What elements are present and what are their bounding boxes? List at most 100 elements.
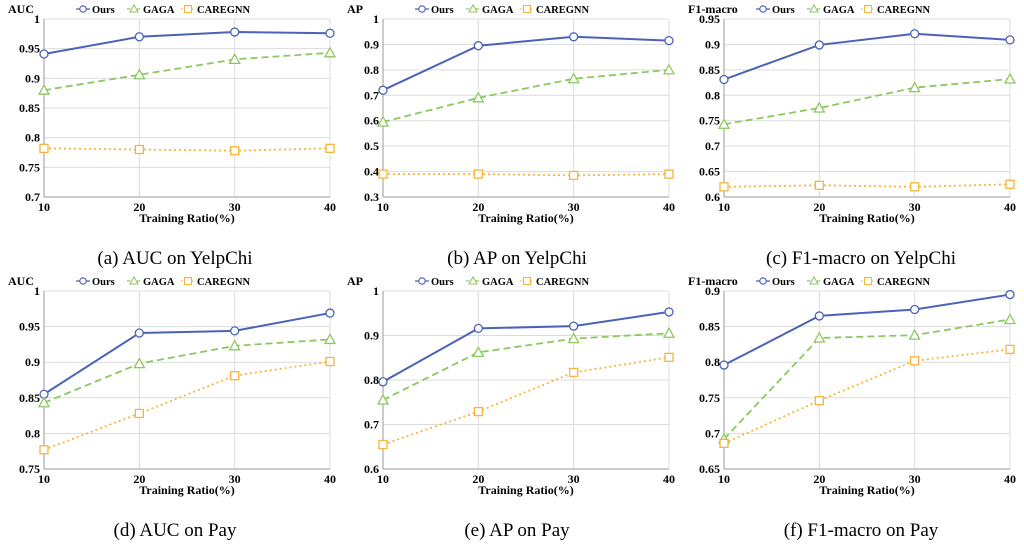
series-ours-point-1 — [473, 323, 483, 334]
series-ours-point-3 — [664, 307, 674, 317]
y-tick-label: 0.6 — [364, 114, 379, 128]
series-gaga-point-1 — [472, 91, 485, 103]
x-tick-label: 20 — [472, 200, 484, 214]
series-caregnn-point-0 — [39, 445, 49, 455]
legend-item-gaga: GAGA — [466, 3, 514, 16]
series-ours — [378, 307, 674, 387]
y-tick-label: 0.8 — [364, 63, 379, 77]
legend-item-caregnn: CAREGNN — [520, 276, 590, 288]
legend-marker — [863, 276, 873, 286]
series-gaga-point-0 — [717, 117, 731, 129]
legend: Ours GAGA CAREGNN — [76, 3, 251, 16]
series-ours — [378, 32, 674, 95]
x-tick-label: 10 — [377, 200, 389, 214]
x-axis-label: Training Ratio(%) — [478, 211, 573, 225]
legend-marker — [759, 277, 767, 285]
legend-marker — [522, 276, 532, 286]
grid — [383, 290, 670, 469]
series-caregnn — [719, 179, 1015, 192]
legend-label: Ours — [772, 5, 795, 16]
y-tick-label: 0.8 — [25, 131, 40, 145]
series-gaga-point-0 — [376, 115, 390, 127]
y-tick-label: 0.4 — [364, 165, 379, 179]
y-tick-label: 0.3 — [364, 190, 379, 204]
legend: Ours GAGA CAREGNN — [415, 3, 590, 16]
legend-marker — [468, 275, 478, 285]
series-caregnn-point-2 — [230, 371, 240, 381]
series-caregnn-point-1 — [814, 180, 824, 190]
series-gaga-point-2 — [228, 53, 241, 64]
legend-label: Ours — [431, 5, 454, 16]
series-gaga-point-3 — [1003, 72, 1017, 84]
y-tick-label: 0.95 — [19, 42, 40, 56]
series-caregnn-point-2 — [569, 367, 579, 378]
series-gaga-point-1 — [133, 68, 146, 80]
y-tick-label: 0.9 — [705, 37, 720, 51]
legend-marker — [79, 277, 87, 285]
series-caregnn-point-2 — [230, 146, 240, 156]
legend-label: CAREGNN — [197, 277, 251, 288]
series-gaga-point-2 — [228, 339, 241, 351]
series-caregnn-point-0 — [39, 143, 49, 153]
series-ours-point-0 — [378, 85, 388, 95]
y-axis-label: AUC — [8, 274, 34, 288]
legend-marker — [183, 276, 193, 286]
legend-label: GAGA — [482, 5, 514, 16]
series-ours-point-2 — [569, 32, 579, 42]
legend-marker — [129, 275, 139, 285]
x-axis-label: Training Ratio(%) — [139, 211, 234, 225]
x-tick-label: 10 — [38, 472, 50, 486]
x-axis-label: Training Ratio(%) — [819, 211, 914, 225]
grid — [724, 290, 1011, 469]
y-axis-label: AP — [347, 2, 363, 16]
legend-label: GAGA — [823, 5, 855, 16]
x-tick-label: 30 — [568, 472, 580, 486]
legend-marker — [759, 5, 767, 13]
series-caregnn — [39, 356, 335, 455]
legend: Ours GAGA CAREGNN — [415, 275, 590, 288]
series-caregnn-line — [383, 173, 670, 177]
x-tick-label: 10 — [377, 472, 389, 486]
series-caregnn-line — [723, 183, 1011, 188]
grid — [724, 18, 1011, 197]
legend-label: CAREGNN — [877, 5, 931, 16]
legend-item-gaga: GAGA — [807, 3, 855, 16]
series-gaga-point-3 — [323, 46, 337, 58]
series-caregnn-point-3 — [325, 143, 335, 153]
chart-f1macro-pay: 0.65 0.7 0.75 0.8 0.85 0.9 10 20 30 40 F1-macro Tra… — [680, 272, 1020, 497]
x-tick-label: 40 — [324, 472, 336, 486]
legend-marker — [809, 275, 819, 285]
series-gaga-point-1 — [813, 331, 826, 343]
legend-label: GAGA — [482, 277, 514, 288]
series-ours-point-2 — [910, 304, 920, 315]
legend-item-ours: Ours — [756, 277, 795, 288]
series-gaga-line — [43, 51, 331, 92]
series-ours — [719, 289, 1015, 370]
caption-f1macro-yelpchi: (c) F1-macro on YelpChi — [766, 248, 956, 269]
legend-label: Ours — [92, 277, 115, 288]
chart-svg: 0.65 0.7 0.75 0.8 0.85 0.9 10 20 30 40 F1-macro Tra… — [688, 274, 1017, 497]
y-tick-label: 0.9 — [364, 37, 379, 51]
y-tick-label: 0.75 — [19, 160, 40, 174]
x-tick-label: 20 — [472, 472, 484, 486]
chart-auc-yelpchi: 0.7 0.75 0.8 0.85 0.9 0.95 1 10 20 30 40 AUC Trainin… — [0, 0, 340, 225]
series-gaga-line — [723, 318, 1011, 440]
caption-f1macro-pay: (f) F1-macro on Pay — [783, 520, 939, 541]
series-gaga — [717, 313, 1017, 444]
y-tick-label: 0.8 — [705, 88, 720, 102]
x-tick-label: 20 — [133, 200, 145, 214]
chart-f1macro-yelpchi: 0.6 0.65 0.7 0.75 0.8 0.85 0.9 0.95 10 20 30 40 F1-m… — [680, 0, 1020, 225]
series-ours-point-0 — [39, 49, 49, 59]
series-gaga-point-1 — [813, 101, 826, 113]
legend-item-gaga: GAGA — [466, 275, 514, 288]
y-tick-label: 0.7 — [364, 418, 379, 432]
chart-svg: 0.3 0.4 0.5 0.6 0.7 0.8 0.9 1 10 20 30 40 AP Training… — [347, 2, 676, 225]
caption-auc-pay: (d) AUC on Pay — [113, 520, 237, 541]
y-tick-label: 0.85 — [19, 391, 40, 405]
caption-auc-yelpchi: (a) AUC on YelpChi — [97, 248, 253, 269]
x-tick-label: 10 — [718, 472, 730, 486]
series-gaga-line — [382, 332, 670, 401]
legend-marker — [418, 5, 426, 13]
legend-label: CAREGNN — [536, 277, 590, 288]
legend-item-gaga: GAGA — [127, 275, 175, 288]
